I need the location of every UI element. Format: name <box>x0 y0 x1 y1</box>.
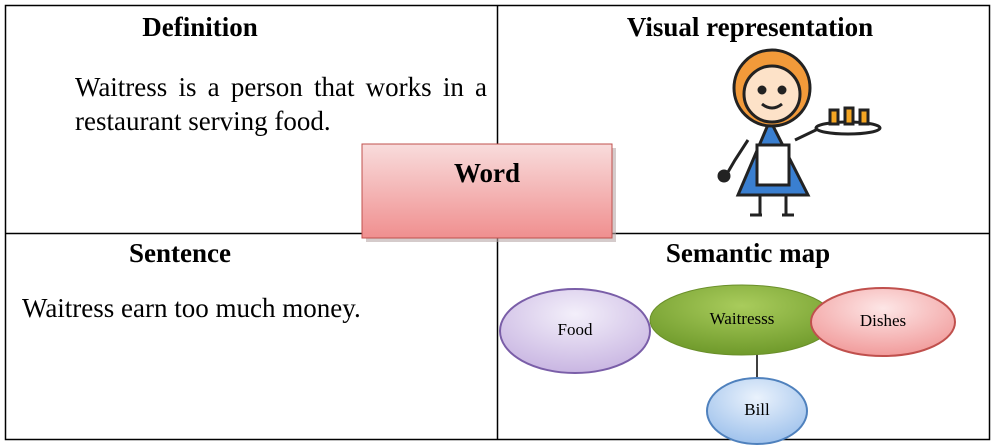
node <box>706 377 808 445</box>
node-label: Waitresss <box>710 309 775 328</box>
cell-text: Waitress is a person that works in a res… <box>75 72 487 136</box>
cell-title: Semantic map <box>665 238 831 268</box>
waitress-illustration <box>717 48 882 217</box>
word-label: Word <box>454 158 520 188</box>
node <box>499 288 651 374</box>
node-label: Food <box>558 320 593 339</box>
cell-text: Waitress earn too much money. <box>22 293 361 323</box>
cell-title: Visual representation <box>626 12 874 42</box>
node-label: Bill <box>744 400 770 419</box>
cell-title: Definition <box>142 12 258 42</box>
node <box>810 287 956 357</box>
word-box <box>361 143 613 239</box>
cell-title: Sentence <box>129 238 231 268</box>
node-label: Dishes <box>860 311 906 330</box>
